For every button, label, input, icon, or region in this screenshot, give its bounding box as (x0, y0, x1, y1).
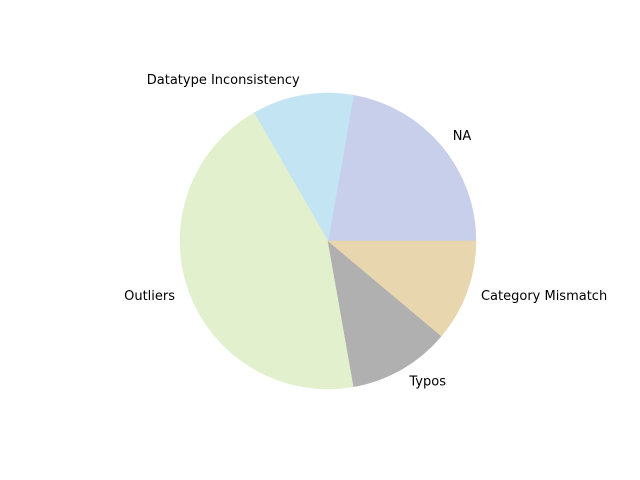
pie-slice-typos (327, 240, 442, 388)
pie-label-category-mismatch: Category Mismatch (481, 289, 607, 304)
pie-label-datatype-inconsistency: Datatype Inconsistency (147, 73, 300, 88)
pie-slice-datatype-inconsistency (253, 92, 354, 242)
pie-slice-outliers (179, 112, 354, 390)
pie-slice-na (327, 94, 477, 242)
pie-label-typos: Typos (408, 374, 446, 389)
pie-slice-category-mismatch (327, 240, 477, 337)
pie-labels: NA Datatype Inconsistency Outliers Typos Cat… (124, 73, 607, 389)
pie-label-outliers: Outliers (124, 289, 175, 304)
pie-slices (179, 92, 477, 390)
pie-label-na: NA (453, 129, 472, 144)
